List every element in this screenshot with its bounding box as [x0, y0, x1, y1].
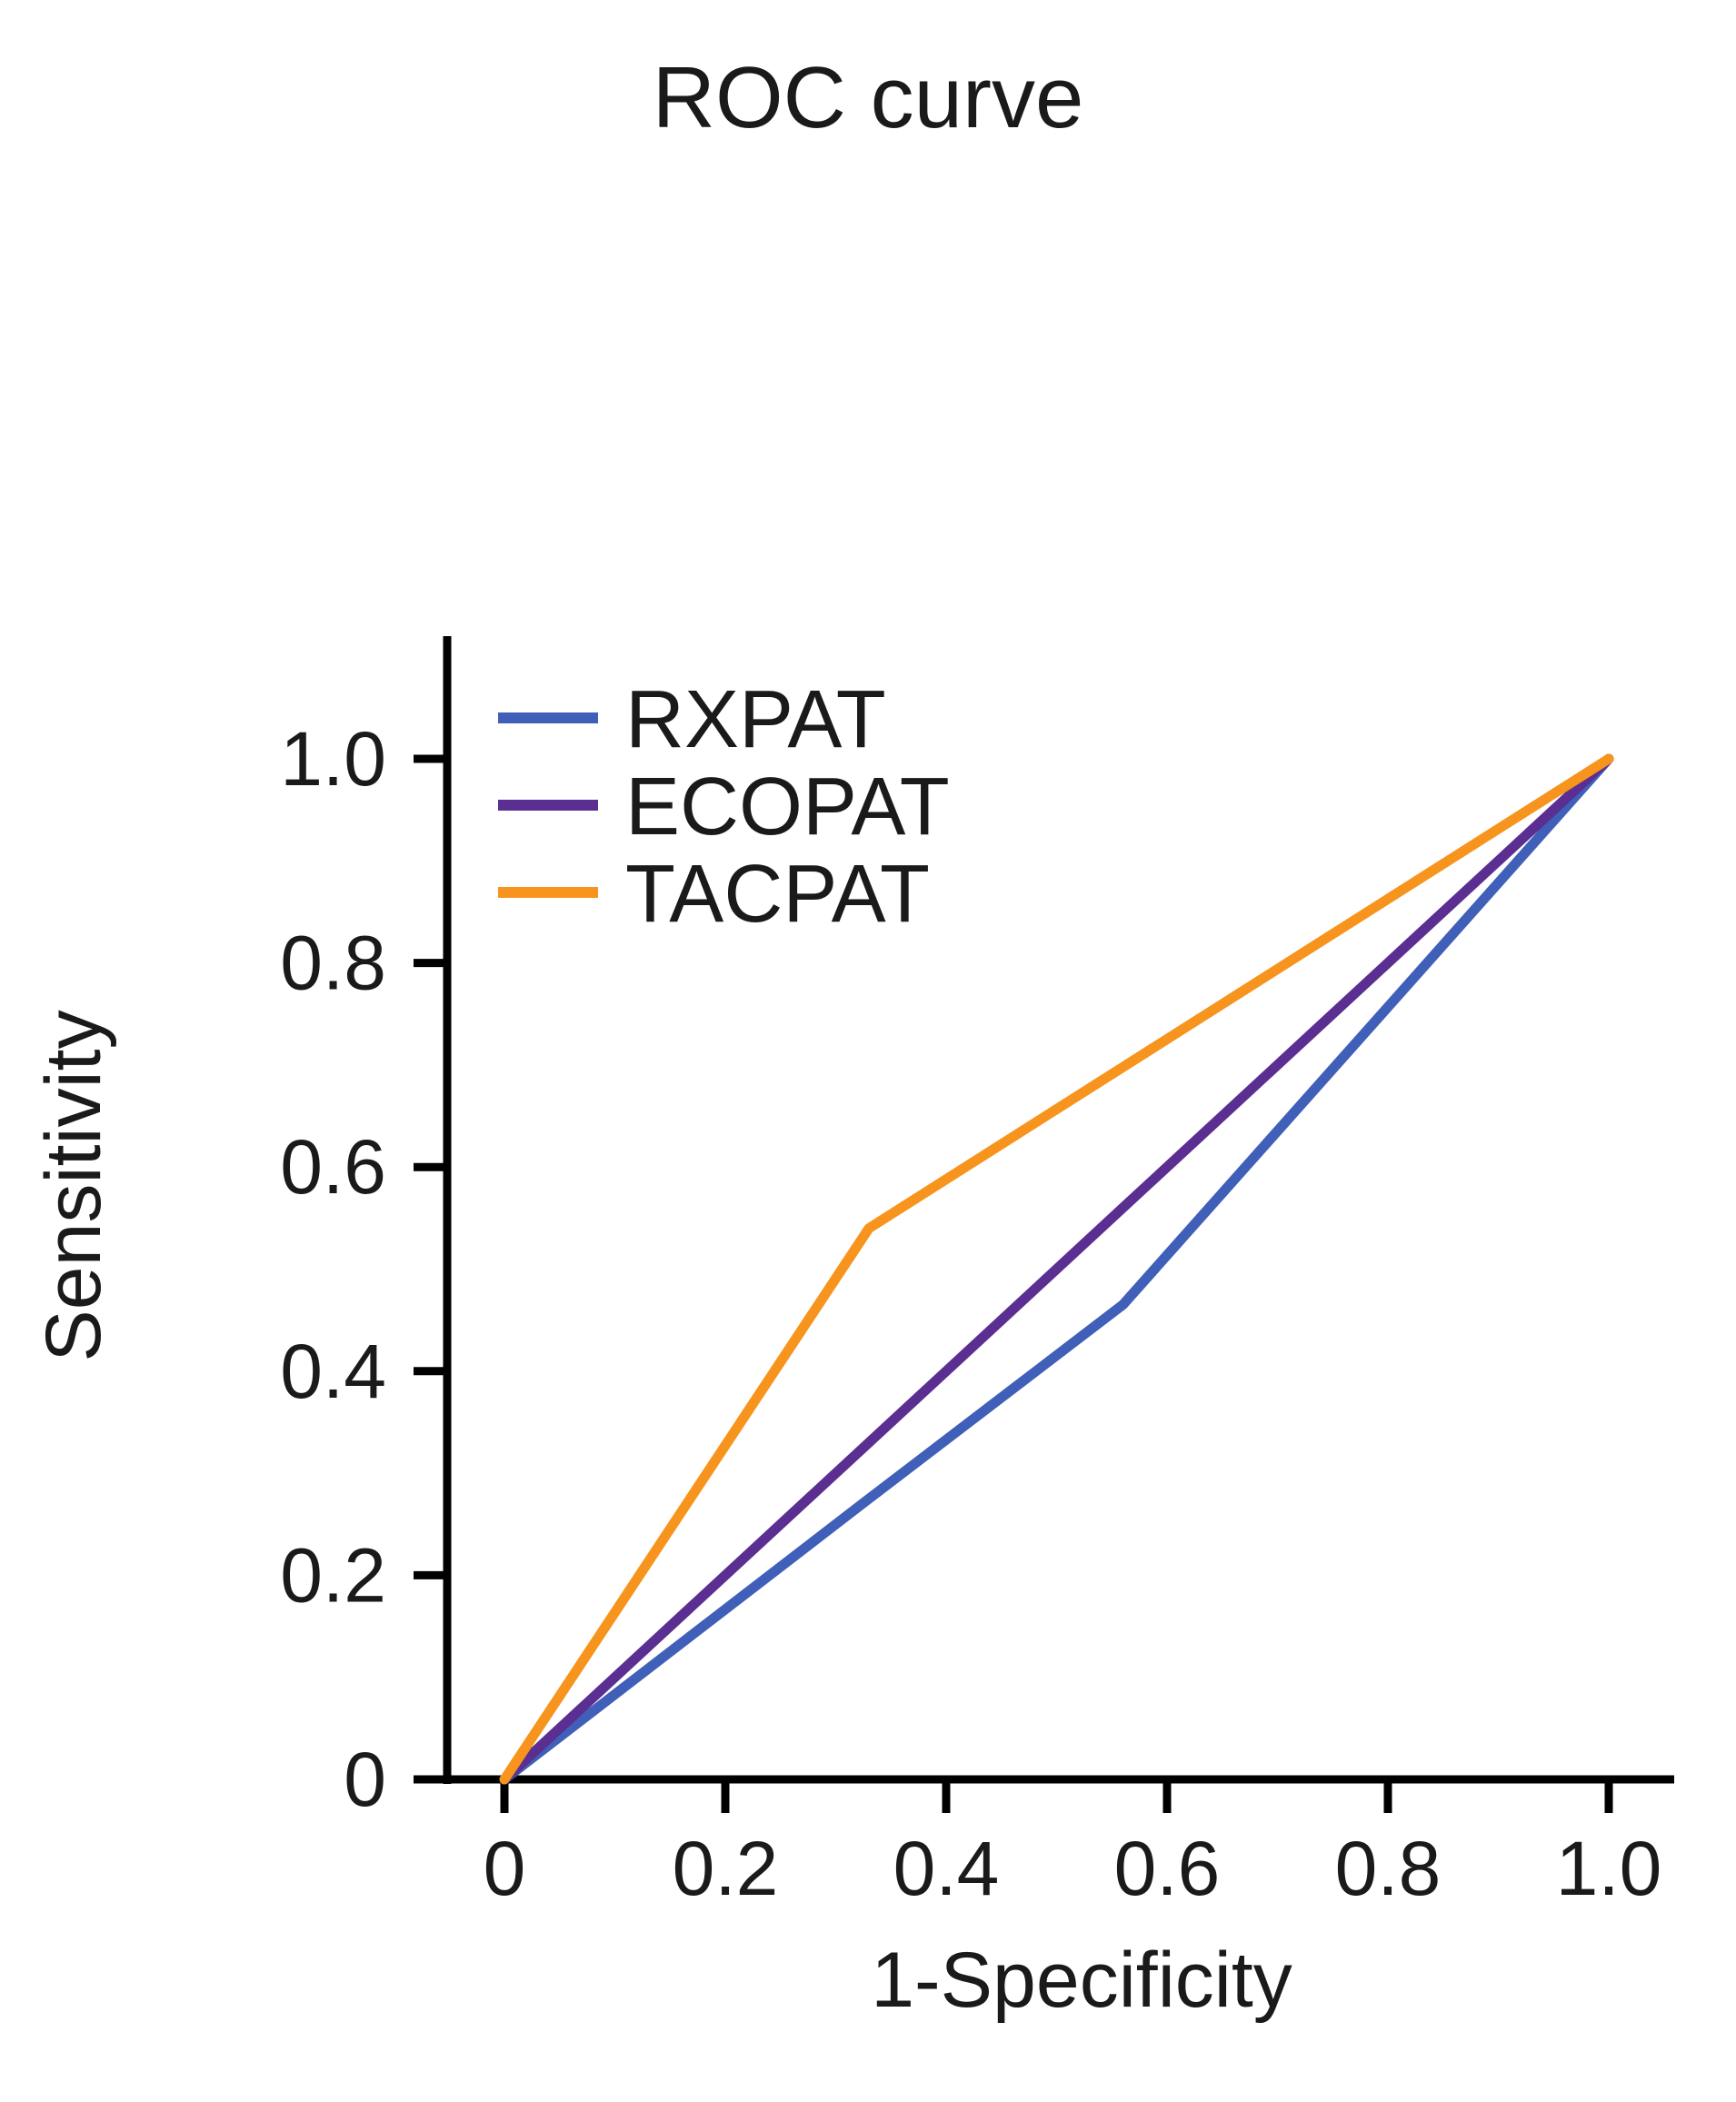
y-tick-label: 0.6 — [280, 1124, 386, 1210]
x-tick-label: 0.4 — [893, 1826, 1000, 1911]
chart-title: ROC curve — [653, 49, 1084, 146]
x-ticks: 0 0.2 0.4 0.6 0.8 1.0 — [484, 1779, 1662, 1911]
x-tick-label: 1.0 — [1556, 1826, 1662, 1911]
y-tick-label: 1.0 — [280, 716, 386, 802]
y-tick-label: 0.2 — [280, 1532, 386, 1618]
series-line-tacpat — [499, 753, 1614, 1785]
x-tick-label: 0.2 — [673, 1826, 779, 1911]
y-tick-label: 0.4 — [280, 1329, 386, 1414]
y-tick-label: 0.8 — [280, 921, 386, 1006]
x-tick-label: 0.8 — [1335, 1826, 1442, 1911]
y-ticks: 0 0.2 0.4 0.6 0.8 1.0 — [280, 716, 447, 1822]
x-axis-label: 1-Specificity — [871, 1937, 1292, 2024]
y-axis-label: Sensitivity — [30, 1010, 117, 1361]
legend-label-rxpat: RXPAT — [625, 674, 886, 765]
y-tick-label: 0 — [344, 1737, 386, 1822]
series-line-rxpat — [499, 753, 1614, 1785]
series-line-ecopat — [499, 753, 1614, 1785]
series-lines — [499, 753, 1614, 1785]
legend-label-ecopat: ECOPAT — [625, 762, 950, 852]
x-tick-label: 0 — [484, 1826, 526, 1911]
x-tick-label: 0.6 — [1114, 1826, 1221, 1911]
axes — [414, 636, 1674, 1784]
legend-label-tacpat: TACPAT — [625, 849, 930, 940]
